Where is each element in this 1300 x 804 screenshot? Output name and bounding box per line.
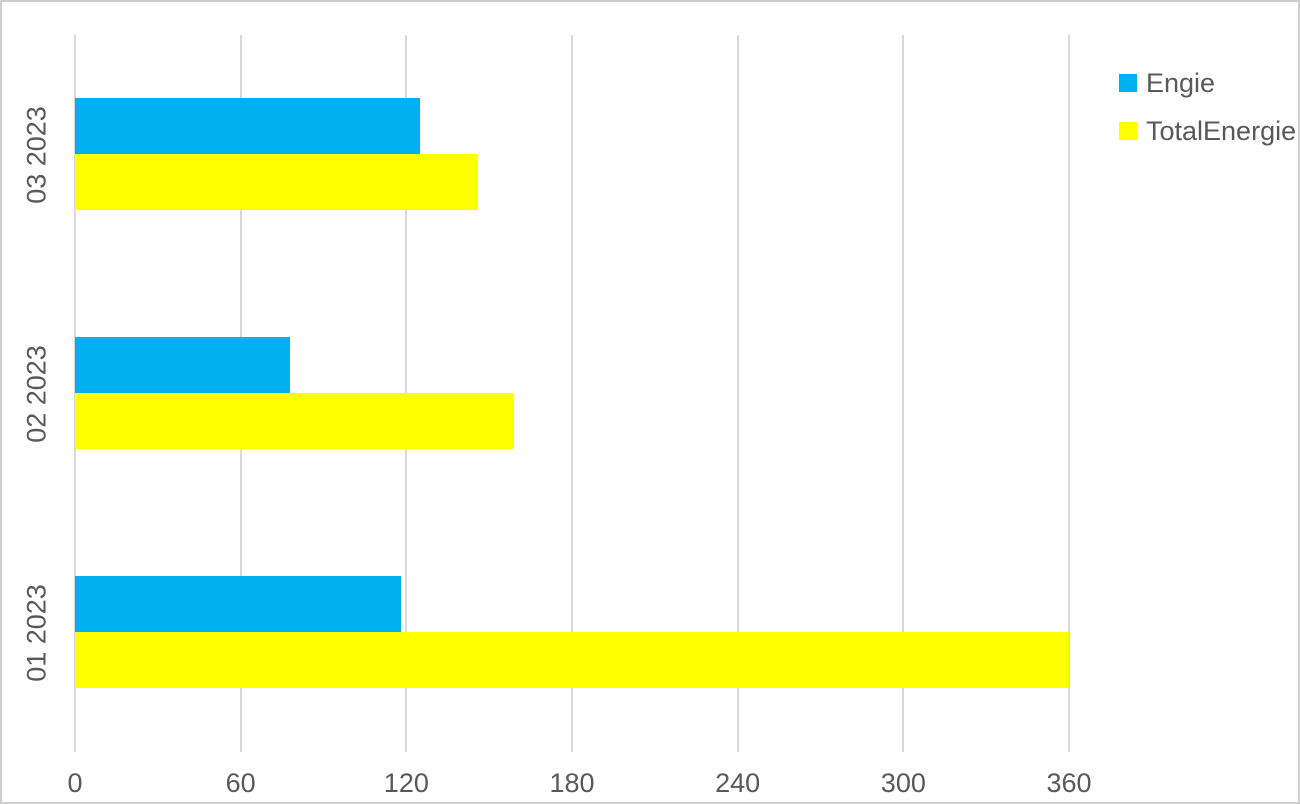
x-gridline bbox=[1068, 35, 1070, 752]
x-tick-label: 120 bbox=[383, 768, 429, 798]
legend-item-engie: Engie bbox=[1119, 67, 1296, 98]
legend-label: TotalEnergie bbox=[1146, 115, 1297, 146]
y-category-label: 03 2023 bbox=[21, 105, 52, 204]
legend-label: Engie bbox=[1146, 67, 1216, 98]
bar-engie-03-2023 bbox=[75, 98, 421, 154]
bar-engie-02-2023 bbox=[75, 337, 291, 393]
legend-item-totalenergie: TotalEnergie bbox=[1119, 115, 1297, 146]
y-category-label: 02 2023 bbox=[21, 344, 52, 443]
bar-engie-01-2023 bbox=[75, 576, 401, 632]
x-gridline bbox=[571, 35, 573, 752]
x-gridline bbox=[902, 35, 905, 752]
x-tick-label: 60 bbox=[225, 768, 256, 798]
x-tick-label: 180 bbox=[549, 768, 595, 798]
x-tick-label: 240 bbox=[715, 768, 761, 798]
x-tick-label: 300 bbox=[880, 768, 926, 798]
x-gridline bbox=[736, 35, 739, 752]
bar-totalenergie-01-2023 bbox=[75, 632, 1069, 688]
bar-totalenergie-02-2023 bbox=[75, 393, 515, 449]
square-swatch-icon bbox=[1119, 74, 1137, 92]
square-swatch-icon bbox=[1119, 122, 1137, 140]
bar-totalenergie-03-2023 bbox=[75, 154, 479, 210]
x-tick-label: 0 bbox=[67, 768, 83, 798]
legend: Engie TotalEnergie bbox=[1119, 67, 1297, 168]
x-tick-label: 360 bbox=[1046, 768, 1092, 798]
y-category-label: 01 2023 bbox=[21, 583, 52, 682]
